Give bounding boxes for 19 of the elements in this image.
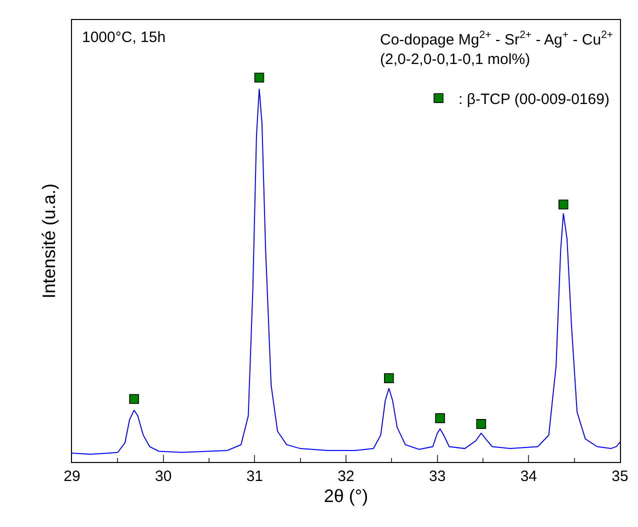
x-tick-label: 31 bbox=[246, 468, 264, 485]
x-tick-label: 30 bbox=[154, 468, 172, 485]
x-axis-title: 2θ (°) bbox=[324, 486, 368, 506]
text: Co-dopage Mg$^{2+}$ - Sr$^{2+}$ - Ag$^{+}$ - Cu$^{2+}$ bbox=[380, 29, 614, 48]
x-tick-label: 34 bbox=[520, 468, 538, 485]
legend-label: : β-TCP (00-009-0169) bbox=[458, 90, 610, 108]
point bbox=[129, 394, 140, 404]
x-tick-label: 29 bbox=[64, 468, 80, 485]
point bbox=[384, 373, 394, 384]
point bbox=[435, 413, 445, 424]
text: (2,0-2,0-0,1-0,1 mol%) bbox=[380, 50, 530, 68]
y-axis-title: Intensité (u.a.) bbox=[39, 183, 60, 299]
point bbox=[254, 72, 264, 83]
point bbox=[558, 200, 568, 210]
point bbox=[476, 419, 486, 429]
x-tick-label: 33 bbox=[428, 468, 446, 485]
x-tick-label: 32 bbox=[338, 468, 354, 485]
text: 1000°C, 15h bbox=[82, 29, 166, 46]
x-tick-label: 35 bbox=[612, 468, 628, 485]
